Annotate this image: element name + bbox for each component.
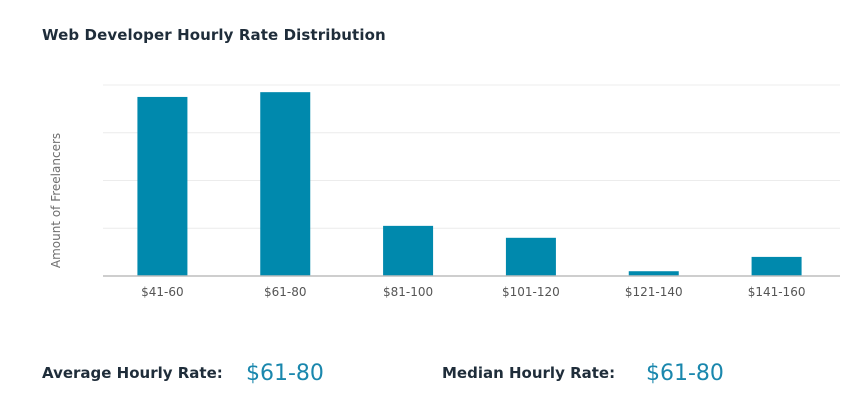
bar-2	[260, 92, 311, 276]
gridlines	[103, 84, 840, 229]
bar-4	[505, 237, 556, 276]
x-tick-label: $61-80	[264, 285, 307, 299]
x-tick-label: $41-60	[141, 285, 184, 299]
x-tick-labels: $41-60 $61-80 $81-100 $101-120 $121-140 $141-…	[141, 285, 805, 299]
average-rate-block: Average Hourly Rate: $61-80	[42, 355, 402, 391]
average-rate-value: $61-80	[246, 360, 324, 386]
bar-5	[628, 271, 679, 276]
average-rate-label: Average Hourly Rate:	[42, 364, 223, 382]
y-axis-label: Amount of Freelancers	[49, 133, 63, 268]
bar-6	[751, 256, 802, 276]
bar-1	[137, 96, 188, 276]
median-rate-value: $61-80	[646, 360, 724, 386]
bars	[137, 92, 802, 276]
x-tick-label: $141-160	[748, 285, 806, 299]
x-tick-label: $81-100	[383, 285, 433, 299]
median-rate-label: Median Hourly Rate:	[442, 364, 616, 382]
x-tick-label: $121-140	[625, 285, 683, 299]
bar-3	[383, 225, 434, 276]
bar-chart: $41-60 $61-80 $81-100 $101-120 $121-140 $141-…	[49, 84, 840, 299]
median-rate-block: Median Hourly Rate: $61-80	[442, 355, 802, 391]
chart-title: Web Developer Hourly Rate Distribution	[42, 26, 386, 44]
x-tick-label: $101-120	[502, 285, 560, 299]
